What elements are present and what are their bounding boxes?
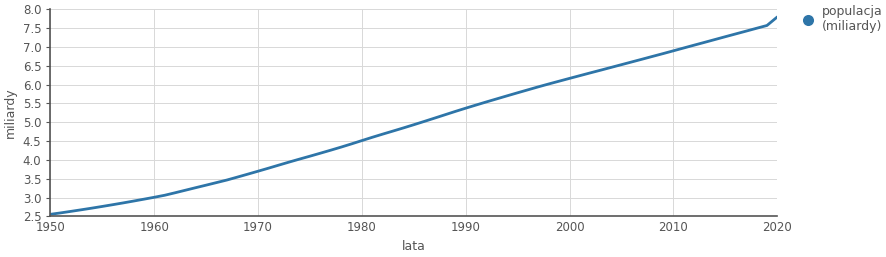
Legend: populacja
(miliardy): populacja (miliardy) <box>798 5 882 33</box>
Y-axis label: miliardy: miliardy <box>4 87 17 138</box>
X-axis label: lata: lata <box>402 240 426 253</box>
